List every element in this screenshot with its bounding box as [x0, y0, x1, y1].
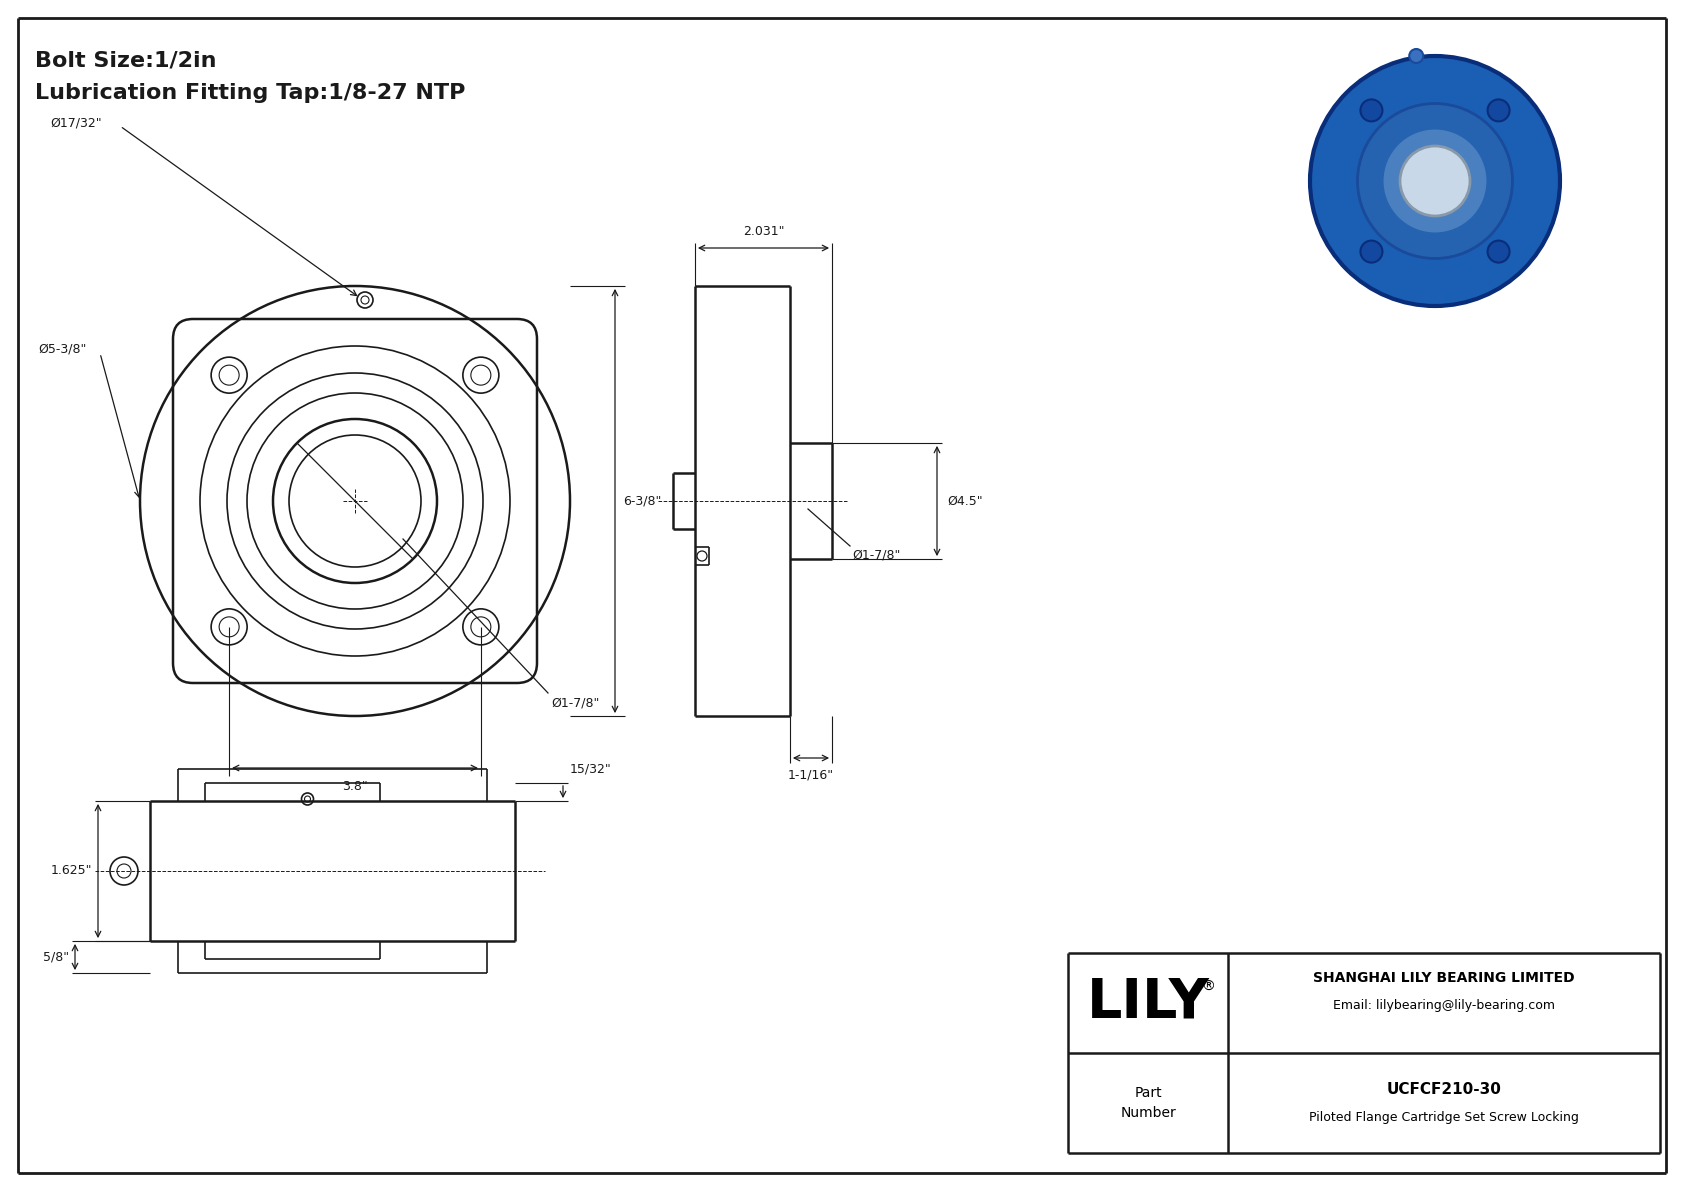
Text: ®: ®	[1201, 980, 1214, 994]
Text: 6-3/8": 6-3/8"	[623, 494, 662, 507]
Text: LILY: LILY	[1086, 975, 1209, 1030]
Circle shape	[1383, 129, 1487, 233]
Circle shape	[1487, 241, 1509, 262]
Circle shape	[1310, 56, 1559, 306]
Circle shape	[1361, 241, 1383, 262]
Text: SHANGHAI LILY BEARING LIMITED: SHANGHAI LILY BEARING LIMITED	[1314, 971, 1575, 985]
Text: Part
Number: Part Number	[1120, 1086, 1175, 1120]
Text: UCFCF210-30: UCFCF210-30	[1386, 1081, 1502, 1097]
Text: 1.625": 1.625"	[51, 865, 93, 878]
Text: 1-1/16": 1-1/16"	[788, 768, 834, 781]
Text: Ø4.5": Ø4.5"	[946, 494, 983, 507]
Circle shape	[1399, 146, 1470, 216]
Circle shape	[1361, 99, 1383, 121]
Text: 3.8": 3.8"	[342, 780, 367, 793]
Text: 5/8": 5/8"	[42, 950, 69, 964]
Text: 2.031": 2.031"	[743, 225, 785, 238]
Text: Lubrication Fitting Tap:1/8-27 NTP: Lubrication Fitting Tap:1/8-27 NTP	[35, 83, 465, 102]
Text: Ø5-3/8": Ø5-3/8"	[39, 343, 86, 355]
Text: 15/32": 15/32"	[569, 762, 611, 775]
Text: Ø1-7/8": Ø1-7/8"	[551, 696, 600, 709]
Text: Ø17/32": Ø17/32"	[51, 117, 101, 130]
Circle shape	[1487, 99, 1509, 121]
Text: Bolt Size:1/2in: Bolt Size:1/2in	[35, 51, 217, 71]
Text: Piloted Flange Cartridge Set Screw Locking: Piloted Flange Cartridge Set Screw Locki…	[1308, 1110, 1580, 1123]
Text: Ø1-7/8": Ø1-7/8"	[852, 548, 901, 561]
Text: Email: lilybearing@lily-bearing.com: Email: lilybearing@lily-bearing.com	[1334, 998, 1554, 1011]
Circle shape	[1410, 49, 1423, 63]
Circle shape	[1357, 104, 1512, 258]
